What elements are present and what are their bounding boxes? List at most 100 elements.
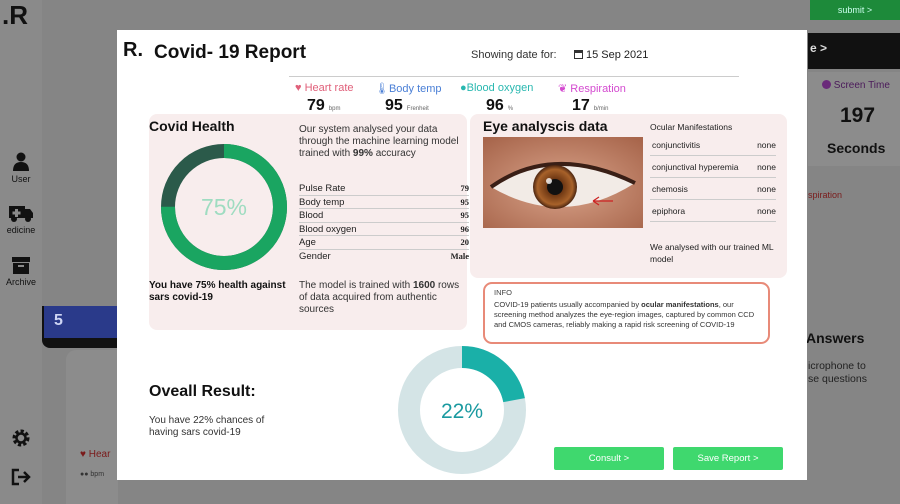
drop-icon: ● xyxy=(460,82,467,94)
ocular-item: conjunctivitis none xyxy=(650,134,776,156)
logout-button[interactable] xyxy=(0,468,42,488)
ambulance-icon xyxy=(9,206,33,222)
eye-image xyxy=(483,137,643,228)
showing-date-label: Showing date for: xyxy=(471,49,557,61)
heart-icon: ♥ xyxy=(295,82,302,94)
background-vitals-card xyxy=(66,350,118,504)
vital-respiration: ❦ Respiration 17 b/min xyxy=(558,83,626,114)
stat-value: 95 xyxy=(460,210,470,220)
sidebar-item-medicine[interactable]: edicine xyxy=(0,203,42,235)
stat-value: 96 xyxy=(460,223,470,234)
health-summary: You have 75% health against sars covid-1… xyxy=(149,280,286,303)
settings-button[interactable] xyxy=(0,428,42,450)
app-logo: .R xyxy=(2,0,28,30)
sidebar-item-label: User xyxy=(11,174,31,184)
report-logo: R. xyxy=(123,39,143,61)
gear-icon xyxy=(12,429,30,447)
eye-model-note: We analysed with our trained ML model xyxy=(650,242,774,264)
result-donut-label: 22% xyxy=(441,400,483,423)
lungs-icon: ❦ xyxy=(558,83,568,95)
card-badge: 5 xyxy=(54,312,63,329)
stat-value: 20 xyxy=(460,237,470,247)
logout-icon xyxy=(11,468,31,486)
health-donut-label: 75% xyxy=(201,194,247,220)
result-donut-chart: 22% xyxy=(398,346,526,474)
result-donut-arc xyxy=(398,346,526,474)
stat-label: Gender xyxy=(299,250,331,262)
save-report-button[interactable]: Save Report > xyxy=(673,447,783,470)
health-stat-row: Gender Male xyxy=(299,250,469,264)
background-heart-label: ♥ Hear xyxy=(80,449,111,460)
covid-health-title: Covid Health xyxy=(149,118,235,134)
background-card-banner: 5 xyxy=(44,306,118,338)
screen-time-label: Screen Time xyxy=(822,80,890,91)
health-stat-row: Blood oxygen 96 xyxy=(299,223,470,236)
ocular-manifestations-title: Ocular Manifestations xyxy=(650,122,733,132)
ocular-item-label: conjunctival hyperemia xyxy=(652,162,739,172)
background-right-header: e > xyxy=(808,33,900,69)
health-stats-table: Pulse Rate 79 Body temp 95 Blood 95 Blood oxyg… xyxy=(299,182,469,263)
ocular-item: chemosis none xyxy=(650,178,776,200)
consult-button[interactable]: Consult > xyxy=(554,447,664,470)
vital-blood-oxygen: ●Blood oxygen 96% xyxy=(460,82,534,114)
eye-analysis-title: Eye analyscis data xyxy=(483,118,608,134)
health-stat-row: Blood 95 xyxy=(299,209,469,223)
ocular-item: epiphora none xyxy=(650,200,776,222)
submit-button[interactable]: submit > xyxy=(810,0,900,20)
ocular-item-value: none xyxy=(757,140,776,150)
answers-title: Answers xyxy=(806,330,865,346)
covid-health-card: Covid Health 75% Our system analysed you… xyxy=(149,114,469,330)
sidebar-item-user[interactable]: User xyxy=(0,152,42,184)
sidebar-item-label: edicine xyxy=(6,225,36,235)
health-stat-row: Body temp 95 xyxy=(299,196,470,209)
report-title: Covid- 19 Report xyxy=(154,42,307,63)
heart-icon: ♥ xyxy=(80,449,86,460)
ocular-item: conjunctival hyperemia none xyxy=(650,156,776,178)
background-bpm-label: ●● bpm xyxy=(80,471,105,478)
sidebar xyxy=(0,0,42,504)
sidebar-item-archive[interactable]: Archive xyxy=(0,255,42,287)
screen-time-value: 197 xyxy=(840,104,876,127)
vital-body-temp: 🌡︎Body temp 95 Frenheit xyxy=(375,83,442,114)
calendar-icon xyxy=(574,50,583,59)
training-note: The model is trained with 1600 rows of d… xyxy=(299,280,460,315)
eye-analysis-card: Eye analyscis data Ocular Manifestations… xyxy=(470,114,787,278)
vital-heart-rate: ♥ Heart rate 79 bpm xyxy=(295,82,354,114)
stat-label: Body temp xyxy=(299,196,345,208)
ocular-item-value: none xyxy=(757,206,776,216)
model-description: Our system analysed your data through th… xyxy=(299,124,459,159)
microphone-instructions: icrophone to se questions xyxy=(808,360,867,385)
info-label: INFO xyxy=(494,288,512,297)
ocular-item-value: none xyxy=(757,184,776,194)
stat-value: 79 xyxy=(460,183,470,193)
info-text: COVID-19 patients usually accompanied by… xyxy=(494,300,755,329)
archive-icon xyxy=(12,257,30,274)
stat-label: Blood oxygen xyxy=(299,223,357,235)
stat-value: Male xyxy=(450,250,469,261)
thermometer-icon: 🌡︎ xyxy=(375,83,389,95)
health-stat-row: Age 20 xyxy=(299,236,469,250)
report-date[interactable]: 15 Sep 2021 xyxy=(574,49,648,61)
background-respiration-label: spiration xyxy=(808,190,843,200)
clock-icon xyxy=(822,80,831,89)
sidebar-item-label: Archive xyxy=(5,277,36,287)
ocular-item-label: conjunctivitis xyxy=(652,140,701,150)
divider xyxy=(289,76,739,77)
covid-report-modal: R. Covid- 19 Report Showing date for: 15… xyxy=(117,30,807,480)
stat-label: Age xyxy=(299,237,316,248)
ocular-item-label: chemosis xyxy=(652,184,688,194)
stat-label: Blood xyxy=(299,210,324,221)
health-stat-row: Pulse Rate 79 xyxy=(299,182,469,196)
ocular-item-label: epiphora xyxy=(652,206,686,216)
overall-result-text: You have 22% chances of having sars covi… xyxy=(149,415,265,438)
stat-value: 95 xyxy=(460,196,470,207)
ocular-item-value: none xyxy=(757,162,776,172)
stat-label: Pulse Rate xyxy=(299,183,346,194)
user-icon xyxy=(13,152,29,171)
screen-time-unit: Seconds xyxy=(827,140,886,156)
health-donut-arc xyxy=(161,144,287,270)
ocular-manifestations-list: conjunctivitis none conjunctival hyperemia… xyxy=(650,134,776,222)
health-donut-chart: 75% xyxy=(161,144,287,270)
overall-result-title: Oveall Result: xyxy=(149,383,256,400)
info-box: INFO COVID-19 patients usually accompani… xyxy=(483,282,770,344)
